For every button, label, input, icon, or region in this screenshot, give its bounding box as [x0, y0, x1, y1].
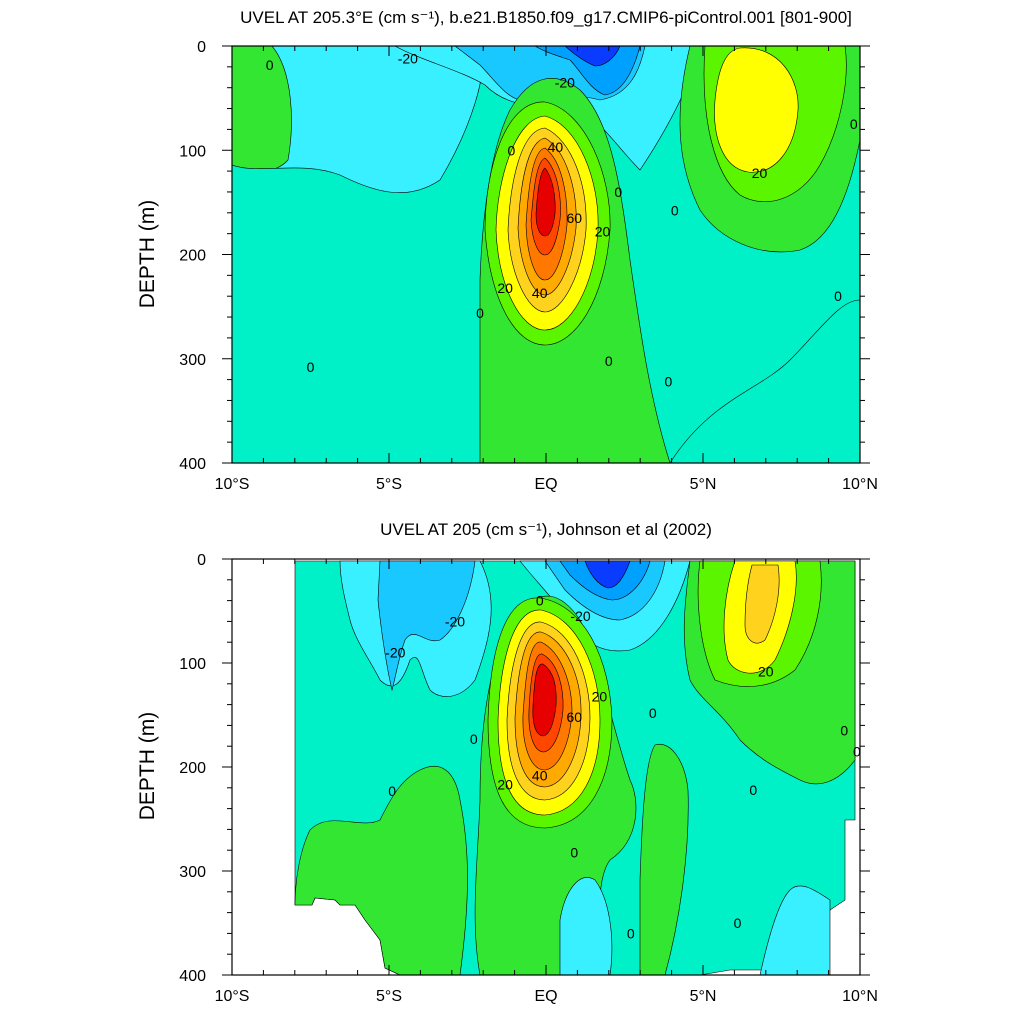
contour-label: 40 [532, 285, 548, 301]
contour-label: 20 [592, 688, 608, 704]
contour-label: 0 [536, 593, 544, 609]
contour-label: 20 [595, 224, 611, 240]
contour-label: 20 [752, 165, 768, 181]
contour-label: 0 [388, 783, 396, 799]
y-tick-label: 400 [179, 968, 206, 985]
contour-label: 0 [749, 782, 757, 798]
northern-jet-40 [744, 564, 780, 644]
x-tick-label: 5°S [376, 988, 402, 1005]
x-tick-label: 5°S [376, 476, 402, 493]
contour-label: 60 [566, 210, 582, 226]
model-panel-title: UVEL AT 205.3°E (cm s⁻¹), b.e21.B1850.f0… [240, 8, 852, 27]
contour-label: 0 [840, 723, 848, 739]
contour-label: -20 [398, 51, 418, 67]
contour-label: -20 [385, 645, 405, 661]
y-tick-label: 100 [179, 656, 206, 673]
y-tick-label: 300 [179, 352, 206, 369]
y-tick-label: 200 [179, 248, 206, 265]
contour-label: 20 [497, 280, 513, 296]
northern-jet-30 [714, 47, 799, 173]
contour-label: 20 [497, 777, 513, 793]
contour-label: -20 [555, 74, 575, 90]
surface-westward-40 [584, 560, 631, 589]
northeast-cyan-pocket [759, 885, 831, 975]
y-tick-label: 100 [179, 143, 206, 160]
y-tick-label: 0 [197, 552, 206, 569]
deep-westward-pocket [559, 877, 613, 975]
model-contour-fill [232, 46, 860, 463]
ridge-3n-green [639, 743, 689, 975]
contour-label: 0 [605, 353, 613, 369]
x-tick-label: 10°N [842, 476, 878, 493]
x-tick-label: 10°N [842, 988, 878, 1005]
westward-core-40 [564, 46, 621, 67]
contour-label: 40 [532, 767, 548, 783]
observation-y-axis-label: DEPTH (m) [136, 712, 159, 821]
model-contour-labels: -20 -20 0 0 40 60 20 0 0 20 0 20 40 0 0 0 0 0 [266, 51, 858, 390]
contour-label: -20 [445, 613, 465, 629]
x-tick-label: 10°S [215, 476, 250, 493]
y-tick-label: 0 [197, 39, 206, 56]
contour-label: 60 [566, 709, 582, 725]
y-tick-label: 300 [179, 864, 206, 881]
x-tick-label: 10°S [215, 988, 250, 1005]
observation-contour-fill [294, 560, 856, 975]
contour-label: 0 [853, 743, 861, 759]
eastern-deep-teal [669, 299, 860, 463]
x-tick-label: EQ [534, 476, 557, 493]
observation-panel-title: UVEL AT 205 (cm s⁻¹), Johnson et al (200… [380, 520, 712, 539]
contour-label: 0 [627, 925, 635, 941]
euc-core [532, 663, 557, 737]
westward-core-30 [534, 46, 641, 96]
observation-panel: UVEL AT 205 (cm s⁻¹), Johnson et al (200… [136, 520, 878, 1005]
contour-label: 0 [476, 305, 484, 321]
contour-label: 20 [758, 663, 774, 679]
contour-label: 0 [665, 374, 673, 390]
model-panel: UVEL AT 205.3°E (cm s⁻¹), b.e21.B1850.f0… [136, 8, 878, 493]
contour-label: 0 [470, 731, 478, 747]
euc-core [535, 167, 556, 237]
contour-label: 0 [649, 705, 657, 721]
west-upper-green [232, 46, 292, 173]
y-tick-label: 400 [179, 456, 206, 473]
contour-label: 0 [307, 359, 315, 375]
south-westward-20 [377, 560, 476, 692]
x-tick-label: EQ [534, 988, 557, 1005]
contour-label: 0 [508, 142, 516, 158]
contour-label: 0 [734, 915, 742, 931]
contour-label: 0 [570, 844, 578, 860]
contour-label: 0 [834, 288, 842, 304]
contour-label: 40 [548, 139, 564, 155]
x-tick-label: 5°N [690, 476, 717, 493]
model-y-axis-label: DEPTH (m) [136, 200, 159, 309]
contour-label: 0 [614, 184, 622, 200]
contour-label: 0 [266, 57, 274, 73]
contour-label: 0 [850, 116, 858, 132]
x-tick-label: 5°N [690, 988, 717, 1005]
contour-label: -20 [570, 608, 590, 624]
contour-label: 0 [671, 203, 679, 219]
y-tick-label: 200 [179, 760, 206, 777]
